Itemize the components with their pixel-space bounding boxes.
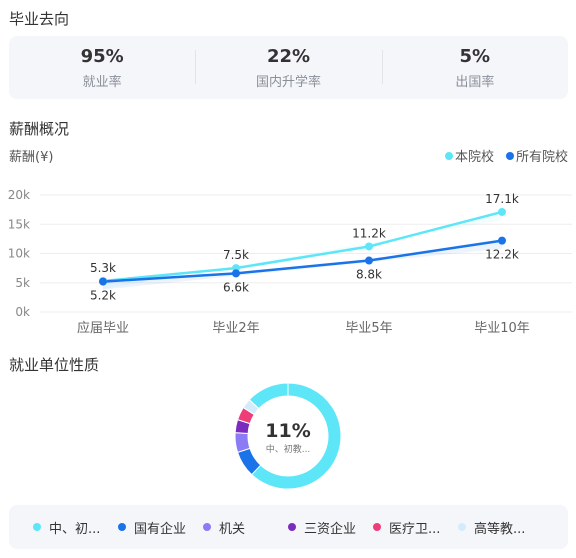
legend-item-this-school[interactable]: 本院校 xyxy=(444,146,494,165)
donut-slice[interactable] xyxy=(242,399,260,416)
legend-dot-primary-education xyxy=(33,523,41,531)
legend-label-primary-education: 中、初... xyxy=(49,521,101,537)
series-line-0 xyxy=(102,210,503,283)
legend-item-primary-education[interactable]: 中、初... xyxy=(33,518,118,537)
salary-title: 薪酬概况 xyxy=(9,120,70,138)
domestic-study-stat: 22% 国内升学率 xyxy=(195,46,381,90)
y-tick-label: 0k xyxy=(15,305,30,319)
abroad-stat: 5% 出国率 xyxy=(381,45,568,90)
x-tick-label: 毕业10年 xyxy=(474,321,530,336)
domestic-study-label: 国内升学率 xyxy=(255,74,321,90)
y-tick-label: 15k xyxy=(8,217,30,231)
legend-dot-all-schools xyxy=(505,151,514,160)
data-point[interactable] xyxy=(232,269,240,278)
abroad-value: 5% xyxy=(459,45,491,67)
legend-dot-foreign-funded xyxy=(288,523,296,531)
data-label: 5.2k xyxy=(90,289,116,303)
legend-item-government[interactable]: 机关 xyxy=(203,518,288,537)
salary-legend: 本院校 所有院校 xyxy=(444,146,568,165)
salary-line-chart: 0k 5k 10k 15k 20k 应届毕业 毕业2年 毕业5年 毕业10年 5.3k 7.5k 11… xyxy=(8,188,572,336)
y-tick-label: 20k xyxy=(8,188,30,202)
data-point[interactable] xyxy=(99,277,107,286)
unit-nature-legend: 中、初... 国有企业 机关 三资企业 医疗卫... 高等教... xyxy=(9,505,568,549)
employment-rate-stat: 95% 就业率 xyxy=(9,46,195,90)
legend-label-government: 机关 xyxy=(219,521,246,537)
series-area xyxy=(103,211,502,289)
employment-rate-value: 95% xyxy=(80,45,124,67)
legend-item-foreign-funded[interactable]: 三资企业 xyxy=(288,518,373,537)
series-line-1 xyxy=(102,239,503,283)
domestic-study-value: 22% xyxy=(266,45,311,67)
legend-item-medical[interactable]: 医疗卫... xyxy=(373,518,458,537)
x-tick-label: 毕业5年 xyxy=(345,321,392,336)
salary-axis-unit: 薪酬(¥) xyxy=(9,150,54,165)
legend-item-higher-education[interactable]: 高等教... xyxy=(458,518,543,537)
abroad-label: 出国率 xyxy=(455,74,495,90)
data-label: 6.6k xyxy=(223,280,249,294)
data-point[interactable] xyxy=(365,242,373,251)
legend-label-state-owned: 国有企业 xyxy=(134,521,187,537)
legend-item-all-schools[interactable]: 所有院校 xyxy=(505,146,568,165)
y-tick-label: 10k xyxy=(8,247,30,261)
legend-label-this-school: 本院校 xyxy=(454,150,494,165)
data-label: 11.2k xyxy=(352,226,386,240)
employment-stats-card: 95% 就业率 22% 国内升学率 5% 出国率 xyxy=(9,36,568,99)
x-tick-label: 毕业2年 xyxy=(212,321,259,336)
donut-center-value: 11% xyxy=(265,420,311,442)
x-tick-label: 应届毕业 xyxy=(77,320,129,336)
legend-dot-this-school xyxy=(444,151,453,160)
legend-dot-medical xyxy=(373,523,381,531)
data-point[interactable] xyxy=(498,236,506,245)
unit-nature-title: 就业单位性质 xyxy=(9,356,100,374)
data-label: 12.2k xyxy=(485,248,519,262)
data-label: 5.3k xyxy=(90,261,116,275)
employment-title: 毕业去向 xyxy=(9,10,70,28)
legend-label-higher-education: 高等教... xyxy=(474,521,526,537)
data-label: 17.1k xyxy=(485,192,519,206)
donut-center-label: 中、初教... xyxy=(265,445,311,455)
legend-label-foreign-funded: 三资企业 xyxy=(304,521,357,537)
employment-rate-label: 就业率 xyxy=(82,74,122,90)
y-tick-label: 5k xyxy=(15,276,30,290)
data-label: 7.5k xyxy=(223,248,249,262)
legend-dot-state-owned xyxy=(118,523,126,531)
legend-label-medical: 医疗卫... xyxy=(389,521,441,537)
legend-dot-government xyxy=(203,523,211,531)
legend-dot-higher-education xyxy=(458,523,466,531)
legend-item-state-owned[interactable]: 国有企业 xyxy=(118,518,203,537)
donut-slice[interactable] xyxy=(248,382,289,410)
data-point[interactable] xyxy=(498,207,506,216)
series-area xyxy=(103,240,502,290)
data-label: 8.8k xyxy=(356,268,382,282)
legend-label-all-schools: 所有院校 xyxy=(515,150,568,165)
data-point[interactable] xyxy=(365,256,373,265)
